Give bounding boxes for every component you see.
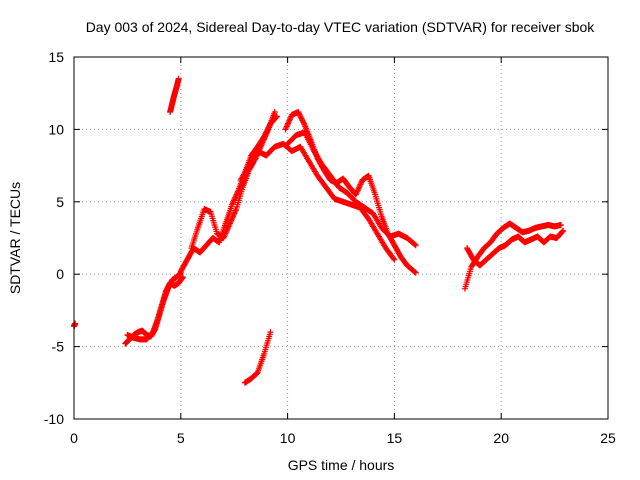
data-point: [273, 113, 280, 120]
data-point: [301, 120, 308, 127]
data-point: [559, 228, 566, 235]
data-point: [412, 269, 419, 276]
data-point: [295, 109, 302, 116]
x-tick-label: 15: [387, 430, 403, 446]
data-point: [299, 118, 306, 125]
data-point: [298, 115, 305, 122]
chart-title: Day 003 of 2024, Sidereal Day-to-day VTE…: [86, 19, 596, 35]
grid-lines: [74, 57, 608, 419]
data-point: [300, 119, 307, 126]
series-track-j: [284, 129, 419, 249]
data-point: [72, 320, 79, 327]
x-axis-ticks: 0 5 10 15 20 25: [70, 57, 616, 446]
x-tick-label: 25: [600, 430, 616, 446]
data-point: [179, 274, 186, 281]
data-point: [297, 112, 304, 119]
series-track-c: [124, 274, 186, 343]
x-tick-label: 0: [70, 430, 78, 446]
y-axis-label: SDTVAR / TECUs: [7, 182, 23, 294]
y-tick-label: -10: [44, 411, 64, 427]
data-point: [558, 221, 565, 228]
data-points: [71, 75, 567, 386]
data-point: [391, 256, 398, 263]
data-point: [412, 242, 419, 249]
x-tick-label: 20: [493, 430, 509, 446]
plot-frame: [73, 56, 609, 420]
data-point: [267, 329, 274, 336]
y-axis-ticks: -10 -5 0 5 10 15: [44, 49, 608, 427]
data-point: [297, 114, 304, 121]
x-axis-label: GPS time / hours: [288, 457, 395, 473]
x-tick-label: 5: [177, 430, 185, 446]
y-tick-label: 5: [56, 194, 64, 210]
data-point: [411, 241, 418, 248]
x-tick-label: 10: [280, 430, 296, 446]
data-point: [390, 255, 397, 262]
data-point: [295, 110, 302, 117]
series-track-d: [167, 75, 182, 116]
data-point: [271, 109, 278, 116]
y-tick-label: 10: [48, 121, 64, 137]
y-tick-label: 0: [56, 266, 64, 282]
data-point: [560, 227, 567, 234]
data-point: [175, 75, 182, 82]
data-point: [296, 111, 303, 118]
y-tick-label: 15: [48, 49, 64, 65]
series-track-l: [464, 227, 567, 269]
data-point: [411, 269, 418, 276]
data-point: [299, 116, 306, 123]
series-track-k: [461, 220, 565, 292]
y-tick-label: -5: [52, 339, 65, 355]
series-track-g: [241, 329, 274, 386]
